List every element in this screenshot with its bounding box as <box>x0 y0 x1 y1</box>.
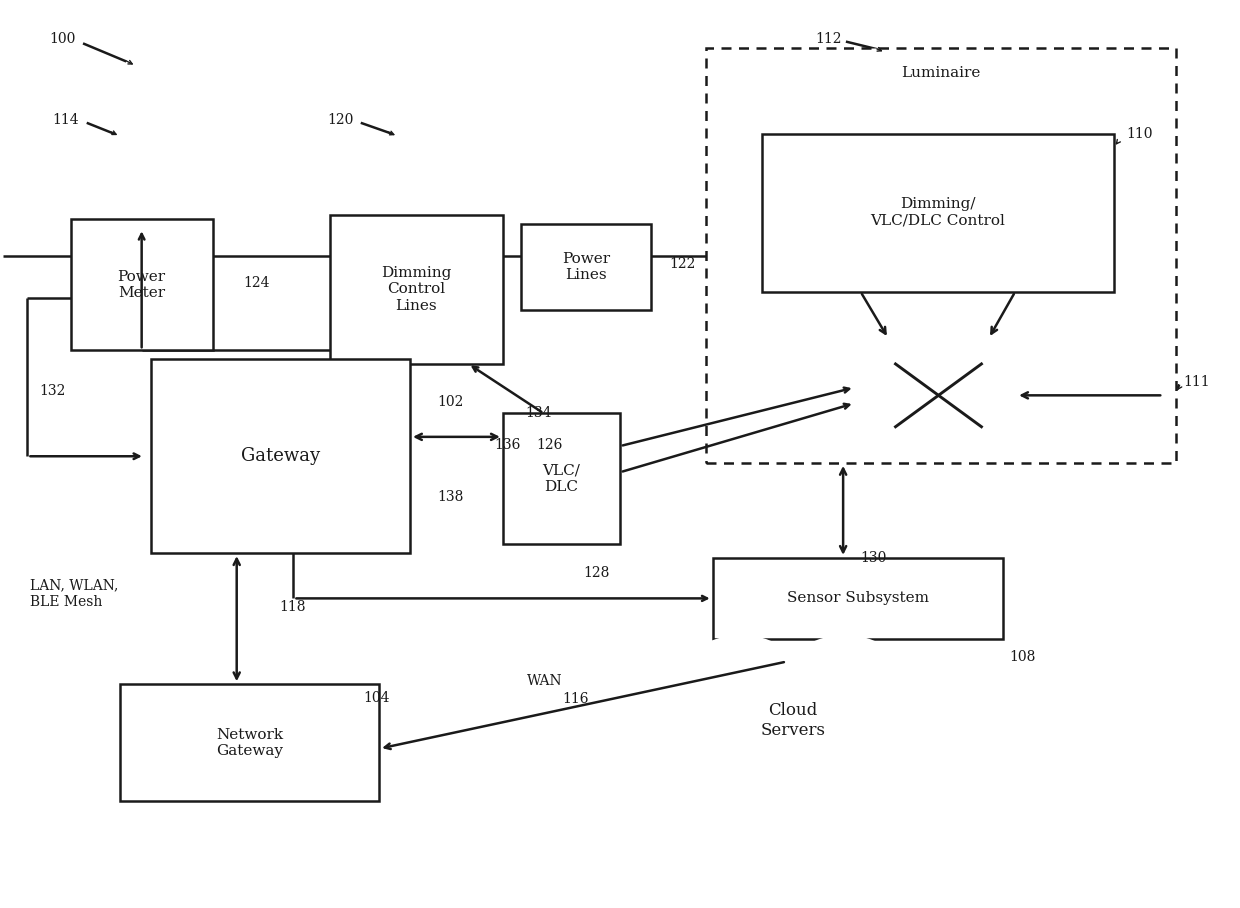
Text: 120: 120 <box>327 114 353 127</box>
Text: Cloud
Servers: Cloud Servers <box>760 702 826 738</box>
FancyBboxPatch shape <box>330 215 502 364</box>
Circle shape <box>622 706 717 775</box>
Text: 102: 102 <box>438 395 464 409</box>
Text: Dimming/
VLC/DLC Control: Dimming/ VLC/DLC Control <box>870 198 1006 228</box>
Text: 128: 128 <box>583 566 609 580</box>
FancyBboxPatch shape <box>71 220 212 350</box>
Circle shape <box>632 676 760 769</box>
Text: 126: 126 <box>536 438 563 452</box>
Text: VLC/
DLC: VLC/ DLC <box>542 464 580 494</box>
Text: 118: 118 <box>279 600 306 615</box>
Text: Dimming
Control
Lines: Dimming Control Lines <box>381 266 451 312</box>
Circle shape <box>867 343 1011 448</box>
Circle shape <box>682 637 800 723</box>
Text: 116: 116 <box>562 693 589 706</box>
Text: Power
Lines: Power Lines <box>562 252 610 281</box>
Text: 124: 124 <box>243 275 270 290</box>
FancyBboxPatch shape <box>151 360 410 553</box>
Text: Power
Meter: Power Meter <box>118 270 166 300</box>
Text: 110: 110 <box>1126 126 1153 141</box>
Text: 134: 134 <box>525 407 552 420</box>
Text: 100: 100 <box>50 32 76 46</box>
Text: 122: 122 <box>670 258 696 271</box>
Text: Network
Gateway: Network Gateway <box>216 727 283 758</box>
Circle shape <box>825 676 954 769</box>
Text: 108: 108 <box>1009 650 1035 664</box>
FancyBboxPatch shape <box>761 133 1114 291</box>
Circle shape <box>709 704 852 809</box>
Text: 138: 138 <box>438 490 464 504</box>
Text: WAN: WAN <box>527 675 563 688</box>
Text: 114: 114 <box>52 114 79 127</box>
FancyBboxPatch shape <box>521 224 651 310</box>
Text: 112: 112 <box>815 32 842 46</box>
Text: Sensor Subsystem: Sensor Subsystem <box>786 591 929 606</box>
Circle shape <box>869 706 963 775</box>
Circle shape <box>734 708 877 814</box>
Text: Gateway: Gateway <box>241 448 320 465</box>
Text: 130: 130 <box>861 551 887 565</box>
Text: 104: 104 <box>363 691 389 705</box>
Text: LAN, WLAN,
BLE Mesh: LAN, WLAN, BLE Mesh <box>30 578 118 609</box>
FancyBboxPatch shape <box>502 413 620 544</box>
FancyBboxPatch shape <box>713 558 1003 639</box>
FancyBboxPatch shape <box>120 684 379 802</box>
Circle shape <box>709 659 877 782</box>
Circle shape <box>785 637 904 723</box>
Text: Luminaire: Luminaire <box>901 66 981 80</box>
Text: 132: 132 <box>40 384 66 398</box>
Text: 136: 136 <box>494 438 521 452</box>
FancyBboxPatch shape <box>707 48 1176 463</box>
Text: 111: 111 <box>1183 375 1209 389</box>
